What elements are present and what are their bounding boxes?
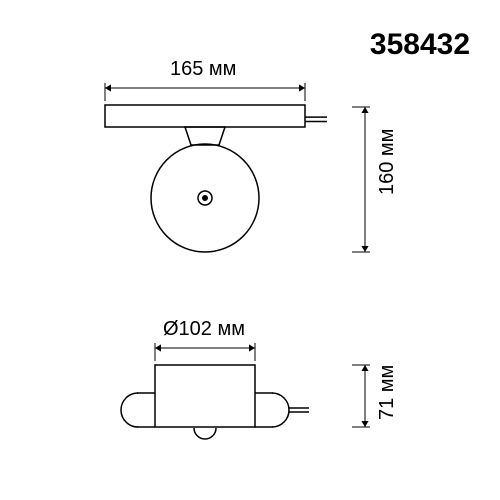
dim-width-label: 165 мм (170, 58, 236, 81)
dim-height-label: 160 мм (376, 129, 399, 195)
product-code: 358432 (370, 28, 470, 62)
dim-depth-label: 71 мм (376, 365, 399, 420)
technical-drawing (0, 0, 500, 500)
dim-diameter-label: Ø102 мм (163, 318, 245, 341)
